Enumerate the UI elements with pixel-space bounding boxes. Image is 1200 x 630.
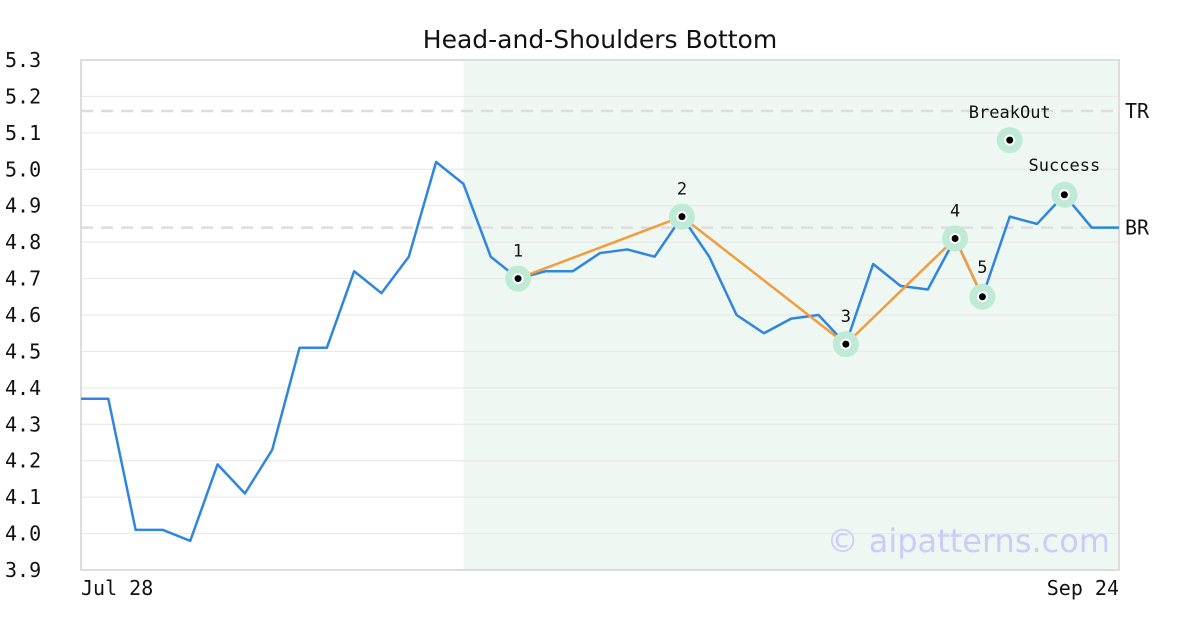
x-tick-start: Jul 28 xyxy=(81,576,153,600)
y-tick-label: 3.9 xyxy=(5,558,41,582)
point-dot-3 xyxy=(842,340,850,348)
y-tick-label: 4.1 xyxy=(5,485,41,509)
level-label-tr: TR xyxy=(1125,99,1150,123)
point-dot-4 xyxy=(951,235,959,242)
y-tick-label: 4.4 xyxy=(5,376,41,400)
series-layer xyxy=(81,160,1119,543)
y-tick-label: 5.2 xyxy=(5,84,41,108)
point-label-breakout: BreakOut xyxy=(969,103,1051,123)
point-label-success: Success xyxy=(1029,156,1101,176)
point-label-4: 4 xyxy=(950,202,960,222)
y-tick-label: 5.0 xyxy=(5,157,41,181)
point-dot-success xyxy=(1060,191,1068,199)
y-tick-label: 5.1 xyxy=(5,121,41,145)
y-tick-label: 5.3 xyxy=(5,48,41,72)
chart-title: Head-and-Shoulders Bottom xyxy=(423,25,777,54)
watermark: © aipatterns.com xyxy=(827,522,1110,560)
y-axis-ticks: 5.3 5.2 5.1 5.0 4.9 4.8 4.7 4.6 4.5 4.4 4.3 4.2 4.1 4… xyxy=(5,48,41,582)
point-dot-1 xyxy=(514,275,522,283)
y-tick-label: 4.0 xyxy=(5,522,41,546)
price-series-line xyxy=(81,160,1119,543)
plot-frame xyxy=(80,59,1120,571)
y-tick-label: 4.3 xyxy=(5,412,41,436)
level-label-br: BR xyxy=(1125,216,1150,240)
point-label-1: 1 xyxy=(513,242,523,262)
y-tick-label: 4.8 xyxy=(5,230,41,254)
x-tick-end: Sep 24 xyxy=(1047,576,1119,600)
y-tick-label: 4.9 xyxy=(5,194,41,218)
point-dot-breakout xyxy=(1006,136,1014,144)
point-dot-5 xyxy=(978,293,986,301)
point-dot-2 xyxy=(678,213,686,221)
y-tick-label: 4.2 xyxy=(5,449,41,473)
y-tick-label: 4.5 xyxy=(5,339,41,363)
pattern-points: 1 2 3 4 5 BreakOut Success xyxy=(505,103,1101,358)
y-tick-label: 4.7 xyxy=(5,267,41,291)
y-tick-label: 4.6 xyxy=(5,303,41,327)
point-label-3: 3 xyxy=(841,307,851,327)
level-lines: TR BR xyxy=(81,99,1150,240)
point-label-2: 2 xyxy=(677,180,687,200)
point-label-5: 5 xyxy=(977,258,987,278)
